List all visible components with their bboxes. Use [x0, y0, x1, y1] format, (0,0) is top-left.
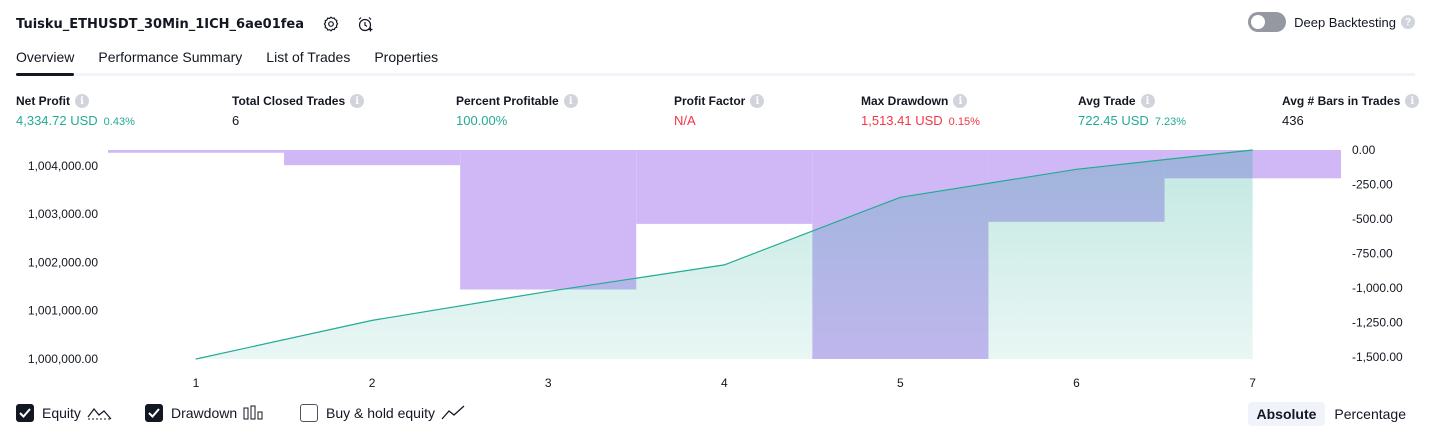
x-axis-tick: 6 [1073, 376, 1080, 390]
tab-properties[interactable]: Properties [374, 49, 439, 65]
info-icon[interactable]: i [75, 94, 89, 108]
stat-label: Percent Profitable [456, 94, 559, 108]
equity-point [547, 290, 549, 292]
drawdown-bars-icon [243, 405, 265, 421]
info-icon[interactable]: i [350, 94, 365, 108]
x-axis-tick: 1 [193, 376, 200, 390]
tab-performance-summary[interactable]: Performance Summary [98, 49, 243, 65]
left-axis-tick: 1,000,000.00 [28, 352, 98, 366]
drawdown-label: Drawdown [171, 405, 238, 421]
strategy-header: Tuisku_ETHUSDT_30Min_1ICH_6ae01fea [16, 10, 376, 38]
drawdown-checkbox[interactable]: Drawdown [145, 404, 265, 422]
info-icon[interactable]: i [1140, 94, 1155, 108]
info-icon[interactable]: i [563, 94, 578, 108]
buy-hold-line-icon [441, 405, 465, 421]
x-axis-tick: 7 [1249, 376, 1256, 390]
x-axis-tick: 3 [545, 376, 552, 390]
equity-line-icon [87, 405, 113, 421]
tab-list-of-trades[interactable]: List of Trades [266, 49, 351, 65]
drawdown-bar [636, 150, 813, 224]
stat-avg-trade: Avg Trade i 722.45 USD 7.23% [1078, 94, 1186, 128]
checkbox-box[interactable] [300, 404, 318, 422]
equity-point [1252, 149, 1254, 151]
stat-percent: 0.43% [103, 116, 135, 128]
stat-avg-bars-in-trades: Avg # Bars in Trades i 436 [1282, 94, 1420, 128]
help-icon[interactable]: ? [1401, 15, 1415, 29]
left-axis-tick: 1,004,000.00 [28, 159, 98, 173]
add-alert-icon[interactable] [354, 13, 376, 35]
stat-label: Avg # Bars in Trades [1282, 94, 1401, 108]
info-icon[interactable]: i [1405, 94, 1420, 108]
stat-value: 4,334.72 USD [16, 113, 98, 128]
strategy-title: Tuisku_ETHUSDT_30Min_1ICH_6ae01fea [16, 16, 305, 32]
buy-hold-equity-checkbox[interactable]: Buy & hold equity [300, 404, 465, 422]
stat-value: 100.00% [456, 113, 508, 128]
stat-value: 1,513.41 USD [861, 113, 943, 128]
stat-percent: 0.15% [948, 116, 980, 128]
right-axis-tick: -1,500.00 [1352, 350, 1403, 364]
stat-label: Avg Trade [1078, 94, 1136, 108]
checkbox-box[interactable] [16, 404, 34, 422]
left-axis-tick: 1,001,000.00 [28, 304, 98, 318]
equity-point [195, 358, 197, 360]
right-axis-tick: -750.00 [1352, 247, 1393, 261]
stat-value: 436 [1282, 113, 1304, 128]
buy-hold-equity-label: Buy & hold equity [326, 405, 435, 421]
settings-icon[interactable] [320, 13, 342, 35]
left-axis-tick: 1,002,000.00 [28, 255, 98, 269]
tab-overview[interactable]: Overview [16, 46, 75, 76]
stats-row: Net Profit i 4,334.72 USD 0.43% Total Clos… [16, 94, 1420, 130]
equity-point [371, 319, 373, 321]
percentage-button[interactable]: Percentage [1334, 406, 1406, 422]
info-icon[interactable]: i [953, 94, 968, 108]
stat-max-drawdown: Max Drawdown i 1,513.41 USD 0.15% [861, 94, 980, 128]
drawdown-bar [460, 150, 637, 290]
stat-percent-profitable: Percent Profitable i 100.00% [456, 94, 578, 128]
stat-profit-factor: Profit Factor i N/A [674, 94, 765, 128]
stat-value: N/A [674, 113, 696, 128]
right-axis-tick: -1,250.00 [1352, 316, 1403, 330]
drawdown-bar [108, 150, 285, 153]
stat-value: 722.45 USD [1078, 113, 1149, 128]
x-axis-tick: 4 [721, 376, 728, 390]
equity-label: Equity [42, 405, 81, 421]
right-axis-tick: -250.00 [1352, 178, 1393, 192]
x-axis-tick: 5 [897, 376, 904, 390]
right-axis-tick: -1,000.00 [1352, 281, 1403, 295]
equity-point [723, 264, 725, 266]
stat-label: Total Closed Trades [232, 94, 346, 108]
deep-backtesting-toggle[interactable] [1248, 12, 1287, 32]
equity-area [196, 150, 1253, 359]
equity-point [899, 196, 901, 198]
tab-bar: Overview Performance Summary List of Tra… [16, 46, 1415, 76]
stat-net-profit: Net Profit i 4,334.72 USD 0.43% [16, 94, 135, 128]
equity-drawdown-chart[interactable]: 1,004,000.00 1,003,000.00 1,002,000.00 1,00… [0, 140, 1431, 395]
x-axis-tick: 2 [369, 376, 376, 390]
stat-label: Max Drawdown [861, 94, 949, 108]
info-icon[interactable]: i [750, 94, 765, 108]
stat-value: 6 [232, 113, 240, 128]
stat-label: Profit Factor [674, 94, 746, 108]
stat-label: Net Profit [16, 94, 70, 108]
right-axis-tick: -500.00 [1352, 212, 1393, 226]
equity-point [1076, 168, 1077, 170]
deep-backtesting: Deep Backtesting ? [1248, 12, 1415, 32]
left-axis-tick: 1,003,000.00 [28, 207, 98, 221]
drawdown-bar [284, 150, 461, 166]
right-axis-tick: 0.00 [1352, 143, 1376, 157]
value-mode-switch: Absolute Percentage [1247, 402, 1416, 426]
stat-total-closed-trades: Total Closed Trades i 6 [232, 94, 365, 128]
chart-options: Equity Drawdown Buy & hold equity Absolu… [16, 402, 1415, 428]
absolute-button[interactable]: Absolute [1247, 402, 1326, 426]
toggle-knob [1251, 15, 1266, 29]
equity-checkbox[interactable]: Equity [16, 404, 113, 422]
stat-percent: 7.23% [1154, 116, 1187, 128]
deep-backtesting-label: Deep Backtesting [1294, 14, 1396, 30]
checkbox-box[interactable] [145, 404, 163, 422]
